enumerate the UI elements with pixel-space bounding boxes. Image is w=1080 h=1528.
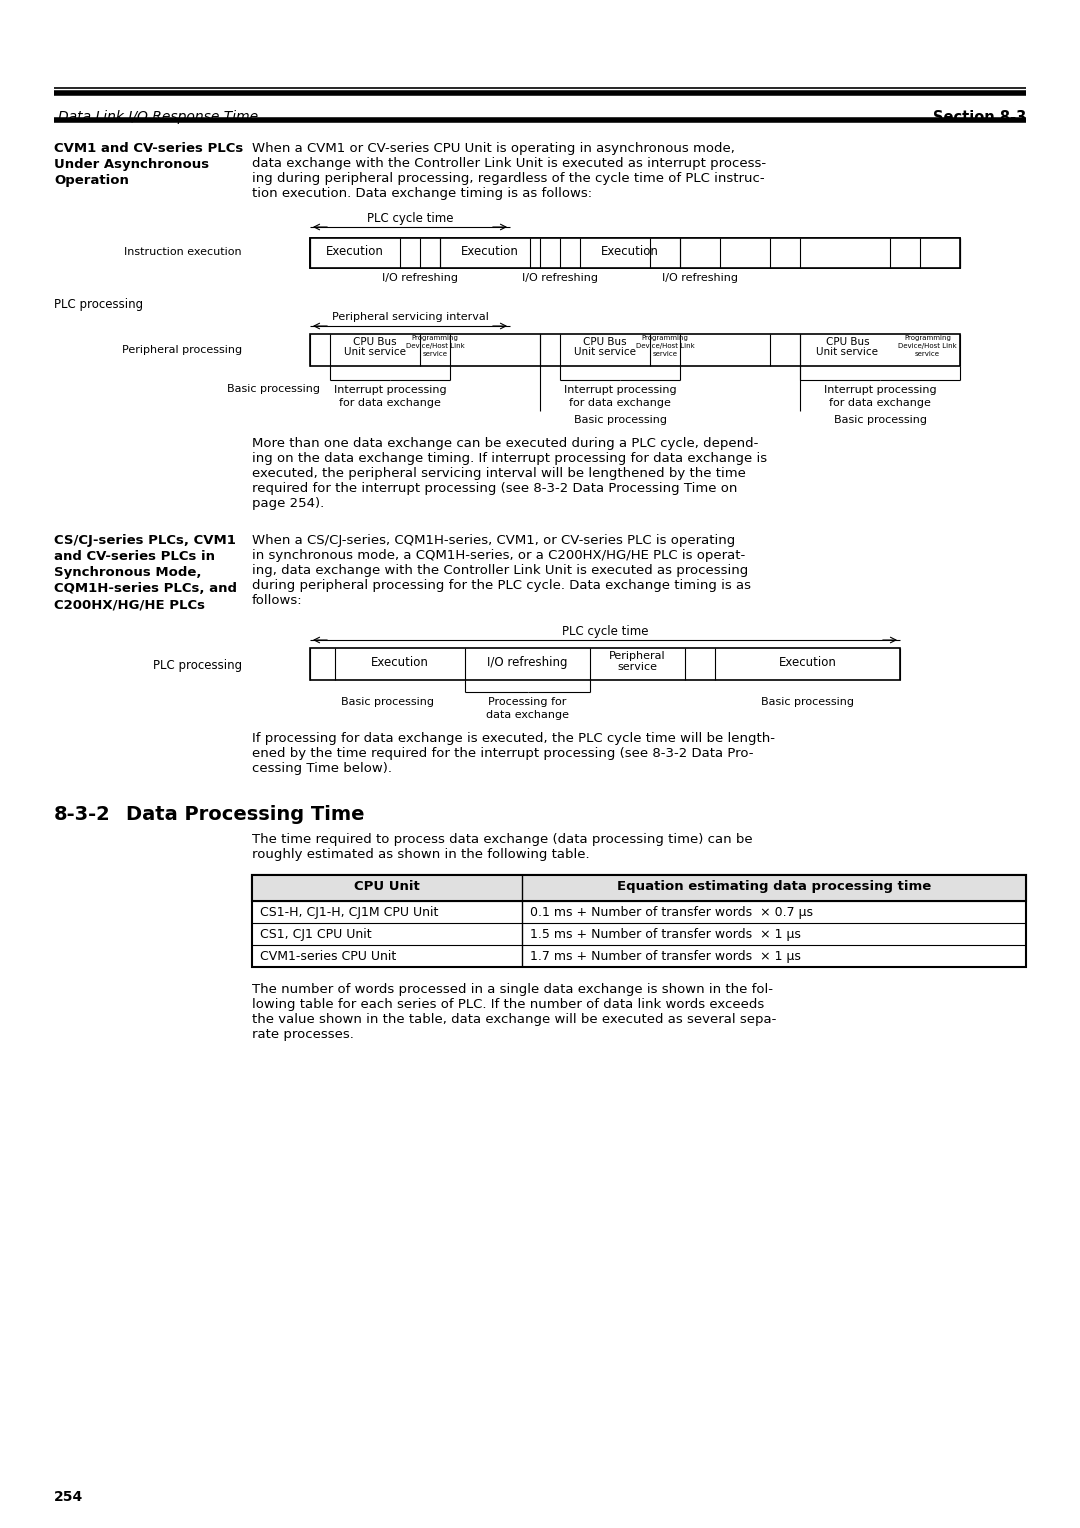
- Text: Under Asynchronous: Under Asynchronous: [54, 157, 210, 171]
- Text: Section 8-3: Section 8-3: [933, 110, 1026, 125]
- Text: CVM1-series CPU Unit: CVM1-series CPU Unit: [260, 950, 396, 963]
- Text: Interrupt processing: Interrupt processing: [824, 385, 936, 396]
- Text: Execution: Execution: [372, 656, 429, 669]
- Text: Basic processing: Basic processing: [227, 384, 320, 394]
- Text: 1.5 ms + Number of transfer words  × 1 μs: 1.5 ms + Number of transfer words × 1 μs: [530, 927, 801, 941]
- Text: ened by the time required for the interrupt processing (see 8-3-2 Data Pro-: ened by the time required for the interr…: [252, 747, 754, 759]
- Text: Basic processing: Basic processing: [341, 697, 434, 707]
- Text: Equation estimating data processing time: Equation estimating data processing time: [617, 880, 931, 892]
- Text: roughly estimated as shown in the following table.: roughly estimated as shown in the follow…: [252, 848, 590, 860]
- Text: 0.1 ms + Number of transfer words  × 0.7 μs: 0.1 ms + Number of transfer words × 0.7 …: [530, 906, 813, 918]
- Bar: [252, 876, 1026, 902]
- Text: CVM1 and CV-series PLCs: CVM1 and CV-series PLCs: [54, 142, 243, 154]
- Text: More than one data exchange can be executed during a PLC cycle, depend-: More than one data exchange can be execu…: [252, 437, 758, 451]
- Text: Operation: Operation: [54, 174, 129, 186]
- Text: 1.7 ms + Number of transfer words  × 1 μs: 1.7 ms + Number of transfer words × 1 μs: [530, 950, 801, 963]
- Bar: [310, 238, 960, 267]
- Text: in synchronous mode, a CQM1H-series, or a C200HX/HG/HE PLC is operat-: in synchronous mode, a CQM1H-series, or …: [252, 549, 745, 562]
- Text: Execution: Execution: [779, 656, 836, 669]
- Text: C200HX/HG/HE PLCs: C200HX/HG/HE PLCs: [54, 597, 205, 611]
- Text: data exchange: data exchange: [486, 711, 569, 720]
- Text: PLC processing: PLC processing: [153, 659, 242, 672]
- Text: for data exchange: for data exchange: [829, 397, 931, 408]
- Text: I/O refreshing: I/O refreshing: [662, 274, 738, 283]
- Text: Basic processing: Basic processing: [834, 416, 927, 425]
- Text: Interrupt processing: Interrupt processing: [564, 385, 676, 396]
- Text: Processing for: Processing for: [488, 697, 567, 707]
- Text: Peripheral processing: Peripheral processing: [122, 345, 242, 354]
- Text: Peripheral servicing interval: Peripheral servicing interval: [332, 312, 488, 322]
- Text: CS/CJ-series PLCs, CVM1: CS/CJ-series PLCs, CVM1: [54, 533, 235, 547]
- Text: ing on the data exchange timing. If interrupt processing for data exchange is: ing on the data exchange timing. If inte…: [252, 452, 767, 465]
- Text: service: service: [915, 351, 940, 358]
- Text: Peripheral: Peripheral: [609, 651, 665, 662]
- Text: for data exchange: for data exchange: [339, 397, 441, 408]
- Text: If processing for data exchange is executed, the PLC cycle time will be length-: If processing for data exchange is execu…: [252, 732, 775, 746]
- Text: I/O refreshing: I/O refreshing: [487, 656, 568, 669]
- Text: I/O refreshing: I/O refreshing: [522, 274, 598, 283]
- Text: CPU Bus: CPU Bus: [583, 338, 626, 347]
- Text: Data Link I/O Response Time: Data Link I/O Response Time: [58, 110, 258, 124]
- Text: Basic processing: Basic processing: [761, 697, 854, 707]
- Text: during peripheral processing for the PLC cycle. Data exchange timing is as: during peripheral processing for the PLC…: [252, 579, 751, 591]
- Text: CQM1H-series PLCs, and: CQM1H-series PLCs, and: [54, 582, 237, 594]
- Text: lowing table for each series of PLC. If the number of data link words exceeds: lowing table for each series of PLC. If …: [252, 998, 765, 1012]
- Text: Device/Host Link: Device/Host Link: [636, 342, 694, 348]
- Text: Unit service: Unit service: [345, 347, 406, 358]
- Text: CPU Bus: CPU Bus: [353, 338, 396, 347]
- Text: 254: 254: [54, 1490, 83, 1504]
- Text: Basic processing: Basic processing: [573, 416, 666, 425]
- Text: Instruction execution: Instruction execution: [124, 248, 242, 257]
- Text: ing during peripheral processing, regardless of the cycle time of PLC instruc-: ing during peripheral processing, regard…: [252, 173, 765, 185]
- Text: service: service: [422, 351, 447, 358]
- Text: CS1-H, CJ1-H, CJ1M CPU Unit: CS1-H, CJ1-H, CJ1M CPU Unit: [260, 906, 438, 918]
- Text: and CV-series PLCs in: and CV-series PLCs in: [54, 550, 215, 562]
- Text: service: service: [652, 351, 677, 358]
- Bar: [310, 238, 960, 267]
- Text: Programming: Programming: [904, 335, 950, 341]
- Text: required for the interrupt processing (see 8-3-2 Data Processing Time on: required for the interrupt processing (s…: [252, 481, 738, 495]
- Text: The number of words processed in a single data exchange is shown in the fol-: The number of words processed in a singl…: [252, 983, 773, 996]
- Text: CPU Bus: CPU Bus: [826, 338, 869, 347]
- Text: follows:: follows:: [252, 594, 302, 607]
- Bar: [252, 876, 1026, 967]
- Text: Execution: Execution: [602, 244, 659, 258]
- Text: Device/Host Link: Device/Host Link: [899, 342, 957, 348]
- Text: service: service: [618, 662, 658, 672]
- Text: CPU Unit: CPU Unit: [354, 880, 420, 892]
- Text: tion execution. Data exchange timing is as follows:: tion execution. Data exchange timing is …: [252, 186, 592, 200]
- Text: Programming: Programming: [411, 335, 458, 341]
- Text: 8-3-2: 8-3-2: [54, 805, 111, 824]
- Text: PLC processing: PLC processing: [54, 298, 144, 312]
- Text: Execution: Execution: [326, 244, 383, 258]
- Text: PLC cycle time: PLC cycle time: [367, 212, 454, 225]
- Text: PLC cycle time: PLC cycle time: [562, 625, 648, 639]
- Text: cessing Time below).: cessing Time below).: [252, 762, 392, 775]
- Text: Unit service: Unit service: [816, 347, 878, 358]
- Text: page 254).: page 254).: [252, 497, 324, 510]
- Text: Data Processing Time: Data Processing Time: [126, 805, 365, 824]
- Text: for data exchange: for data exchange: [569, 397, 671, 408]
- Text: When a CS/CJ-series, CQM1H-series, CVM1, or CV-series PLC is operating: When a CS/CJ-series, CQM1H-series, CVM1,…: [252, 533, 735, 547]
- Text: The time required to process data exchange (data processing time) can be: The time required to process data exchan…: [252, 833, 753, 847]
- Text: CS1, CJ1 CPU Unit: CS1, CJ1 CPU Unit: [260, 927, 372, 941]
- Text: the value shown in the table, data exchange will be executed as several sepa-: the value shown in the table, data excha…: [252, 1013, 777, 1025]
- Text: rate processes.: rate processes.: [252, 1028, 354, 1041]
- Text: Programming: Programming: [642, 335, 688, 341]
- Text: Interrupt processing: Interrupt processing: [334, 385, 446, 396]
- Text: ing, data exchange with the Controller Link Unit is executed as processing: ing, data exchange with the Controller L…: [252, 564, 748, 578]
- Bar: [310, 335, 960, 367]
- Text: executed, the peripheral servicing interval will be lengthened by the time: executed, the peripheral servicing inter…: [252, 468, 746, 480]
- Text: Execution: Execution: [461, 244, 518, 258]
- Text: Synchronous Mode,: Synchronous Mode,: [54, 565, 202, 579]
- Text: When a CVM1 or CV-series CPU Unit is operating in asynchronous mode,: When a CVM1 or CV-series CPU Unit is ope…: [252, 142, 734, 154]
- Text: Unit service: Unit service: [573, 347, 636, 358]
- Text: I/O refreshing: I/O refreshing: [382, 274, 458, 283]
- Text: Device/Host Link: Device/Host Link: [406, 342, 464, 348]
- Text: data exchange with the Controller Link Unit is executed as interrupt process-: data exchange with the Controller Link U…: [252, 157, 766, 170]
- Bar: [310, 648, 900, 680]
